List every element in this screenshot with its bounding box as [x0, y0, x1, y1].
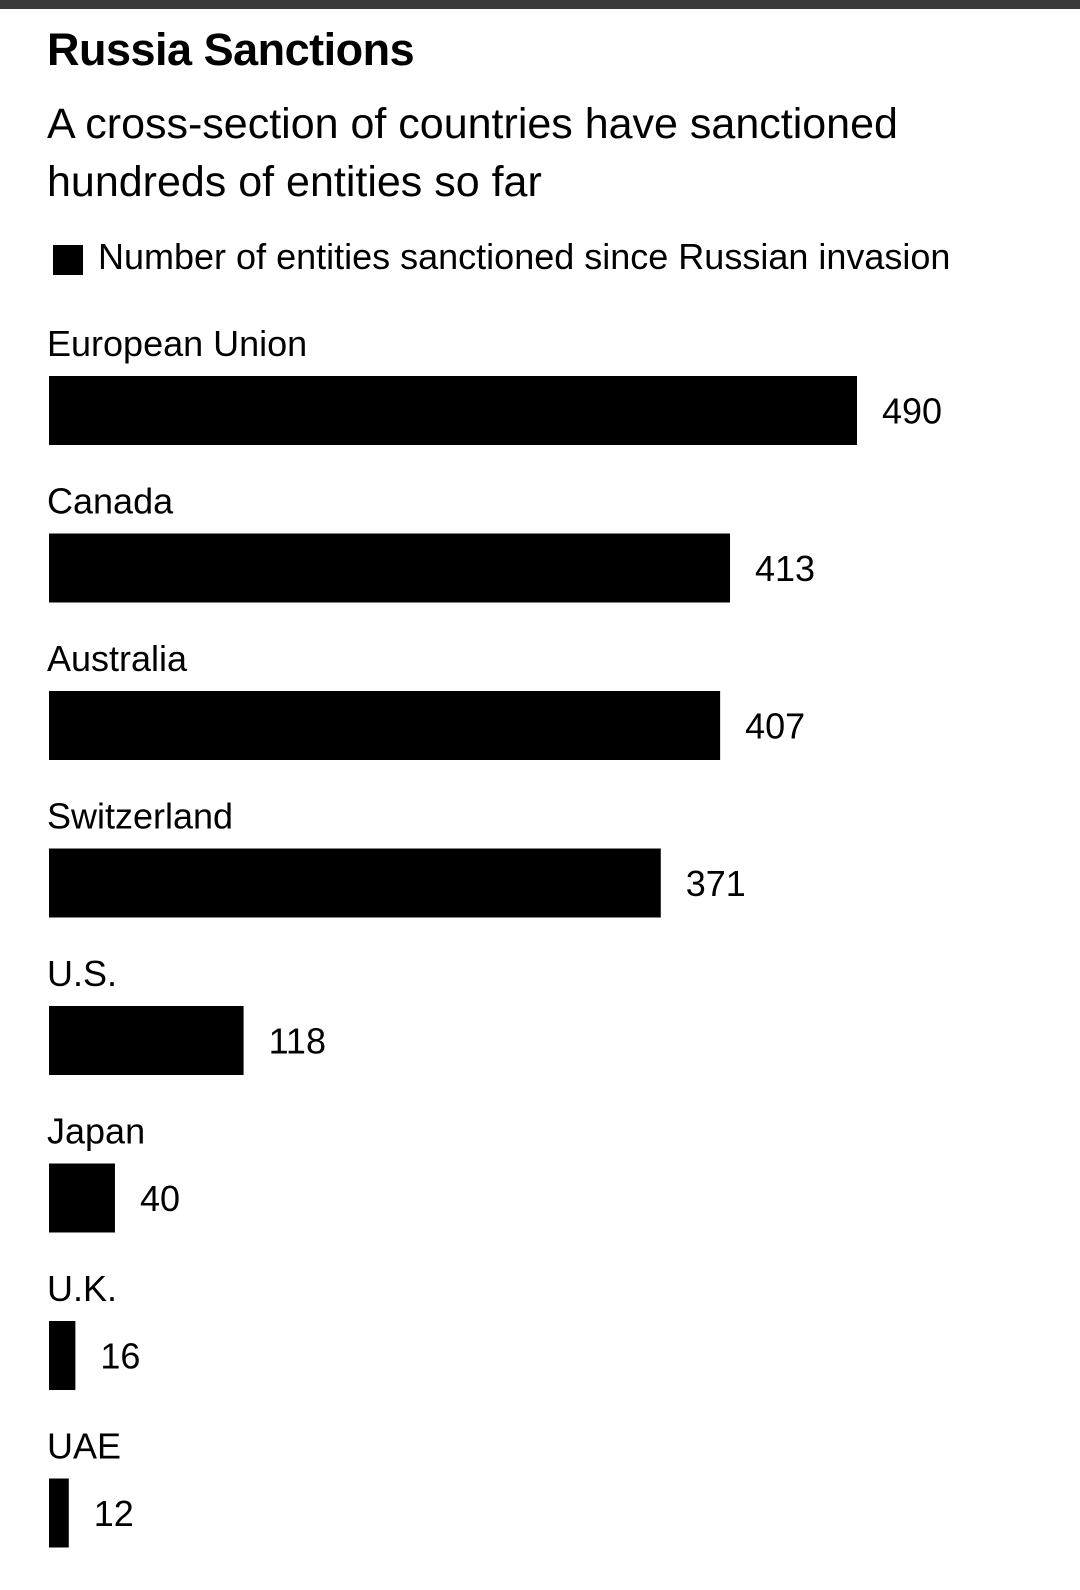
bar-uae [49, 1478, 69, 1548]
value-label-u-k: 16 [100, 1336, 140, 1377]
bar-japan [49, 1163, 115, 1233]
value-label-u-s: 118 [269, 1021, 326, 1062]
value-label-australia: 407 [745, 706, 805, 747]
top-rule [0, 0, 1080, 9]
bar-switzerland [49, 848, 661, 918]
category-label-australia: Australia [47, 638, 188, 679]
category-label-japan: Japan [47, 1111, 145, 1152]
chart-title: Russia Sanctions [47, 24, 415, 75]
value-label-european-union: 490 [882, 391, 942, 432]
category-label-uae: UAE [47, 1426, 121, 1467]
category-label-european-union: European Union [47, 323, 307, 364]
bar-u-k [49, 1321, 76, 1390]
category-label-switzerland: Switzerland [47, 796, 233, 837]
bar-european-union [49, 376, 857, 445]
bar-australia [49, 691, 721, 760]
legend-label: Number of entities sanctioned since Russ… [98, 236, 951, 277]
bar-canada [49, 533, 731, 603]
value-label-japan: 40 [140, 1178, 180, 1219]
value-label-canada: 413 [755, 548, 815, 589]
value-label-uae: 12 [94, 1493, 134, 1534]
chart-subtitle: A cross-section of countries have sancti… [47, 100, 898, 206]
bar-u-s [49, 1006, 244, 1075]
legend-swatch [53, 245, 83, 275]
bar-chart: European Union 490 Canada 413 Australia 407 Sw… [47, 323, 942, 1548]
category-label-u-s: U.S. [47, 953, 117, 994]
category-label-canada: Canada [47, 481, 174, 522]
category-label-u-k: U.K. [47, 1268, 117, 1309]
value-label-switzerland: 371 [686, 863, 746, 904]
